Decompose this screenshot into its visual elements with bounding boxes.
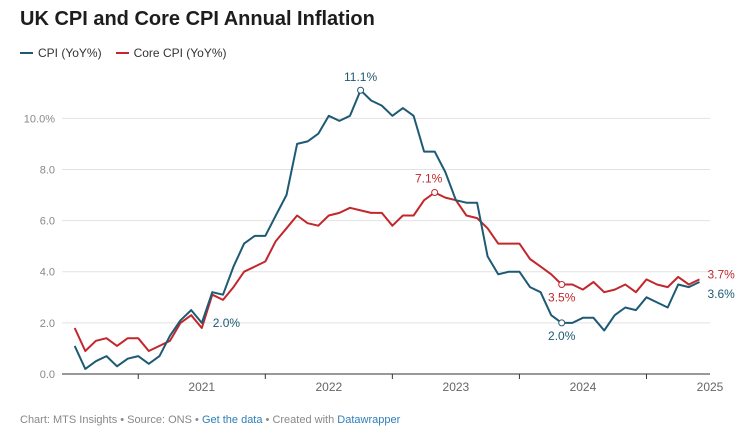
get-data-link[interactable]: Get the data	[201, 414, 263, 426]
annotation-marker	[558, 281, 566, 289]
x-tick-label: 2025	[697, 380, 724, 394]
cpi-series-line	[73, 89, 700, 370]
legend: CPI (YoY%) Core CPI (YoY%)	[20, 46, 227, 60]
x-tick-label: 2022	[315, 380, 342, 394]
footer-source: Chart: MTS Insights • Source: ONS •	[20, 414, 202, 426]
data-label: 11.1%	[344, 70, 377, 84]
data-label: 3.7%	[707, 267, 735, 281]
annotation-marker	[558, 319, 566, 327]
footer-created-with: • Created with	[262, 414, 338, 426]
legend-swatch-cpi	[20, 52, 33, 54]
legend-item-cpi: CPI (YoY%)	[20, 46, 102, 60]
y-tick-label: 10.0%	[24, 113, 55, 125]
annotation-marker	[431, 188, 439, 196]
annotation-marker	[357, 86, 365, 94]
x-tick-label: 2021	[188, 380, 215, 394]
footer: Chart: MTS Insights • Source: ONS • Get …	[20, 414, 400, 426]
chart-title: UK CPI and Core CPI Annual Inflation	[20, 8, 375, 30]
data-label: 3.6%	[707, 287, 735, 301]
core-cpi-series-line	[73, 191, 700, 352]
data-label: 2.0%	[213, 316, 241, 330]
y-tick-label: 6.0	[40, 216, 55, 228]
data-label: 3.5%	[548, 291, 576, 305]
y-tick-label: 4.0	[40, 267, 55, 279]
x-tick-label: 2024	[570, 380, 597, 394]
y-tick-label: 8.0	[40, 164, 55, 176]
x-tick-label: 2023	[443, 380, 470, 394]
data-label: 7.1%	[415, 171, 443, 185]
line-chart: 0.0 2.0 4.0 6.0 8.0 10.0% 2021 2022 2023 2024 2025…	[24, 70, 735, 394]
y-tick-label: 2.0	[40, 318, 55, 330]
y-tick-label: 0.0	[40, 369, 55, 381]
legend-swatch-core-cpi	[115, 52, 129, 54]
data-label: 2.0%	[548, 329, 576, 343]
legend-item-core-cpi: Core CPI (YoY%)	[115, 46, 227, 60]
legend-label-core-cpi: Core CPI (YoY%)	[133, 46, 227, 60]
datawrapper-link[interactable]: Datawrapper	[337, 414, 401, 426]
legend-label-cpi: CPI (YoY%)	[38, 46, 102, 60]
